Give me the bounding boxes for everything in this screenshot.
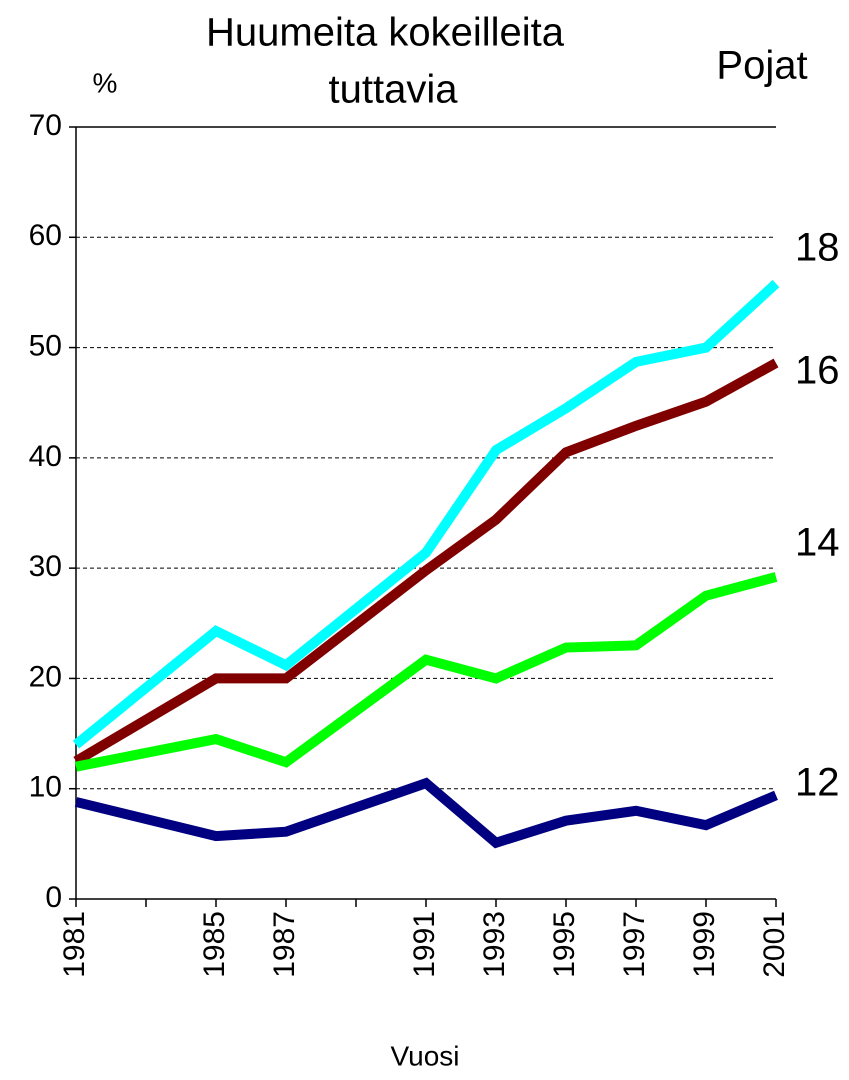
x-tick-label: 1985 bbox=[198, 911, 231, 978]
y-axis-label: % bbox=[93, 67, 118, 98]
y-tick-label: 40 bbox=[29, 440, 62, 473]
series-line bbox=[73, 358, 779, 766]
y-tick-label: 10 bbox=[29, 771, 62, 804]
x-tick-label: 2001 bbox=[758, 911, 791, 978]
y-tick-label: 0 bbox=[45, 881, 62, 914]
y-tick-label: 20 bbox=[29, 660, 62, 693]
chart-title: Huumeita kokeilleita bbox=[206, 11, 565, 55]
y-tick-label: 60 bbox=[29, 219, 62, 252]
series-line bbox=[72, 279, 780, 749]
series-label: 16 bbox=[795, 349, 840, 393]
x-tick-label: 1995 bbox=[548, 911, 581, 978]
x-tick-label: 1997 bbox=[618, 911, 651, 978]
x-tick-label: 1993 bbox=[478, 911, 511, 978]
y-tick-label: 70 bbox=[29, 109, 62, 142]
series-label: 18 bbox=[795, 226, 840, 270]
x-tick-label: 1999 bbox=[688, 911, 721, 978]
x-axis-label: Vuosi bbox=[390, 1040, 459, 1071]
series-label: 14 bbox=[795, 521, 840, 565]
series-line bbox=[74, 777, 778, 849]
series-line bbox=[75, 572, 778, 772]
legend-title: Pojat bbox=[716, 44, 807, 88]
chart-title: tuttavia bbox=[329, 68, 459, 112]
x-tick-label: 1981 bbox=[58, 911, 91, 978]
y-tick-label: 30 bbox=[29, 550, 62, 583]
x-tick-label: 1991 bbox=[408, 911, 441, 978]
series-label: 12 bbox=[795, 761, 840, 805]
x-tick-label: 1987 bbox=[268, 911, 301, 978]
y-tick-label: 50 bbox=[29, 329, 62, 362]
